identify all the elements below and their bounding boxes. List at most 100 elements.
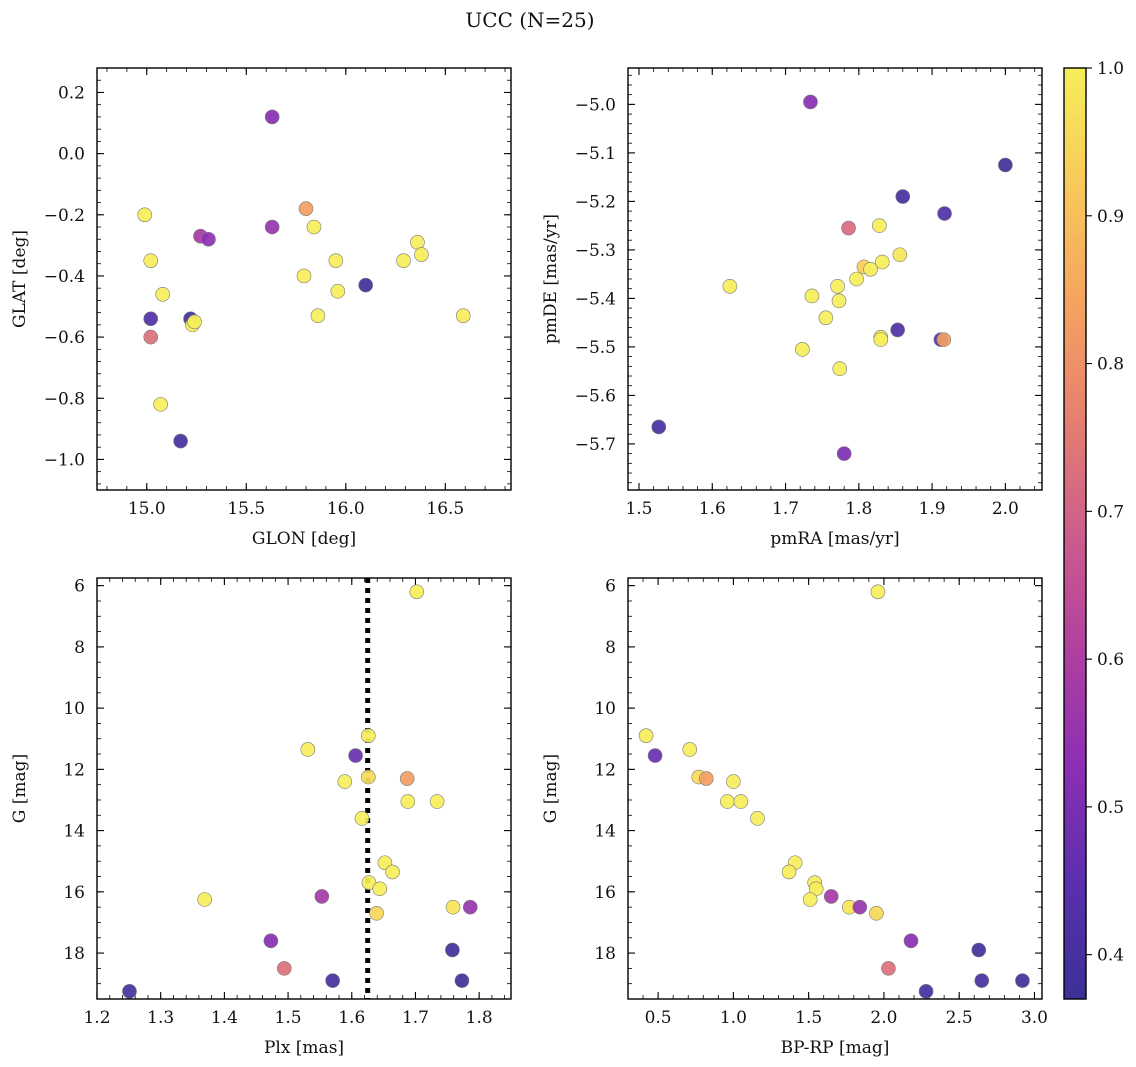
y-tick-label: −5.5 bbox=[575, 338, 616, 358]
scatter-point bbox=[264, 219, 280, 235]
scatter-point bbox=[296, 268, 312, 284]
scatter-point bbox=[409, 584, 425, 600]
scatter-point bbox=[173, 433, 188, 449]
scatter-point bbox=[974, 973, 990, 988]
scatter-point bbox=[823, 889, 839, 904]
scatter-point bbox=[836, 446, 852, 461]
scatter-point bbox=[354, 811, 370, 826]
axes-frame bbox=[96, 577, 512, 1000]
y-tick-label: −0.6 bbox=[44, 328, 85, 348]
colorbar-frame bbox=[1063, 67, 1087, 1000]
y-tick-label: −5.0 bbox=[575, 95, 616, 115]
scatter-point bbox=[998, 157, 1013, 173]
colorbar-tick-label: 1.0 bbox=[1097, 59, 1124, 79]
y-tick-label: −5.4 bbox=[575, 289, 616, 309]
x-tick-label: 0.5 bbox=[645, 1008, 672, 1028]
scatter-point bbox=[325, 973, 340, 988]
colorbar-gradient bbox=[1064, 68, 1086, 999]
y-tick-label: −5.6 bbox=[575, 386, 616, 406]
panel-pmra-pmde: 1.5 1.6 1.7 1.8 1.9 2.0 −5.0 −5.1 −5.2 −5.3 −5.4 −5… bbox=[541, 67, 1043, 549]
x-tick-label: 1.8 bbox=[845, 499, 872, 519]
x-tick-label: 15.5 bbox=[227, 499, 265, 519]
scatter-point bbox=[454, 973, 470, 988]
scatter-points bbox=[137, 109, 471, 449]
x-axis-label: pmRA [mas/yr] bbox=[770, 529, 899, 549]
scatter-point bbox=[445, 942, 460, 958]
scatter-point bbox=[841, 220, 856, 236]
scatter-point bbox=[802, 892, 818, 907]
x-axis-label: GLON [deg] bbox=[252, 529, 356, 549]
scatter-point bbox=[455, 308, 471, 323]
scatter-point bbox=[750, 811, 765, 826]
x-tick-label: 2.0 bbox=[992, 499, 1019, 519]
x-tick-label: 1.3 bbox=[147, 1008, 174, 1028]
y-tick-label: −0.2 bbox=[44, 206, 85, 226]
colorbar: 0.4 0.5 0.6 0.7 0.8 0.9 1.0 bbox=[1063, 59, 1124, 1000]
x-tick-label: 1.5 bbox=[625, 499, 652, 519]
scatter-point bbox=[358, 277, 374, 293]
x-tick-label: 3.0 bbox=[1021, 1008, 1048, 1028]
panel-bprp-g: 0.5 1.0 1.5 2.0 2.5 3.0 6 8 10 12 14 16 18 BP-RP [mag… bbox=[541, 577, 1048, 1058]
y-tick-label: 6 bbox=[605, 577, 616, 597]
scatter-point bbox=[881, 961, 896, 976]
scatter-point bbox=[369, 905, 384, 921]
y-axis-label: GLAT [deg] bbox=[10, 230, 30, 328]
scatter-point bbox=[937, 206, 952, 221]
scatter-point bbox=[276, 961, 292, 976]
y-tick-label: −5.3 bbox=[575, 241, 616, 261]
colorbar-tick-label: 0.4 bbox=[1097, 946, 1124, 966]
scatter-point bbox=[298, 201, 314, 216]
scatter-point bbox=[155, 286, 170, 302]
scatter-point bbox=[870, 584, 886, 600]
y-tick-label: −1.0 bbox=[44, 450, 85, 470]
y-tick-label: 8 bbox=[605, 638, 616, 658]
y-tick-label: 0.2 bbox=[58, 83, 85, 103]
scatter-point bbox=[733, 794, 749, 809]
x-tick-label: 1.2 bbox=[83, 1008, 110, 1028]
scatter-point bbox=[651, 419, 667, 435]
y-tick-label: 12 bbox=[63, 760, 85, 780]
scatter-point bbox=[399, 771, 415, 786]
scatter-point bbox=[722, 278, 738, 294]
x-tick-label: 1.5 bbox=[275, 1008, 302, 1028]
axes-frame bbox=[627, 577, 1043, 1000]
scatter-point bbox=[647, 748, 663, 763]
scatter-point bbox=[429, 794, 445, 809]
scatter-point bbox=[682, 742, 698, 757]
scatter-point bbox=[803, 94, 818, 110]
scatter-point bbox=[638, 728, 654, 743]
scatter-point bbox=[328, 253, 344, 268]
colorbar-tick-label: 0.5 bbox=[1097, 798, 1124, 818]
scatter-point bbox=[187, 314, 202, 330]
scatter-point bbox=[903, 933, 919, 949]
y-tick-label: 12 bbox=[594, 760, 616, 780]
figure-title: UCC (N=25) bbox=[465, 8, 594, 32]
scatter-point bbox=[410, 235, 425, 250]
scatter-point bbox=[263, 933, 279, 949]
y-tick-label: −5.2 bbox=[575, 192, 616, 212]
scatter-point bbox=[153, 397, 168, 412]
colorbar-tick-label: 0.8 bbox=[1097, 355, 1124, 375]
axes-frame bbox=[96, 67, 512, 491]
scatter-point bbox=[890, 322, 905, 338]
scatter-point bbox=[726, 774, 741, 789]
scatter-point bbox=[414, 247, 429, 262]
panels: 15.0 15.5 16.0 16.5 0.2 0.0 −0.2 −0.4 −0.6 −0.8 −1… bbox=[10, 67, 1048, 1058]
scatter-point bbox=[201, 231, 216, 247]
y-tick-label: −5.7 bbox=[575, 435, 616, 455]
scatter-point bbox=[830, 278, 845, 294]
x-tick-label: 1.7 bbox=[402, 1008, 429, 1028]
y-tick-label: 8 bbox=[74, 638, 85, 658]
x-tick-label: 1.4 bbox=[211, 1008, 238, 1028]
scatter-point bbox=[361, 728, 376, 743]
scatter-point bbox=[795, 342, 810, 357]
scatter-point bbox=[971, 942, 987, 958]
x-axis-label: Plx [mas] bbox=[264, 1038, 344, 1058]
scatter-point bbox=[330, 283, 346, 299]
scatter-point bbox=[396, 253, 411, 268]
scatter-point bbox=[143, 329, 159, 345]
scatter-point bbox=[197, 892, 212, 907]
y-tick-label: −5.1 bbox=[575, 144, 616, 164]
scatter-point bbox=[918, 984, 934, 999]
